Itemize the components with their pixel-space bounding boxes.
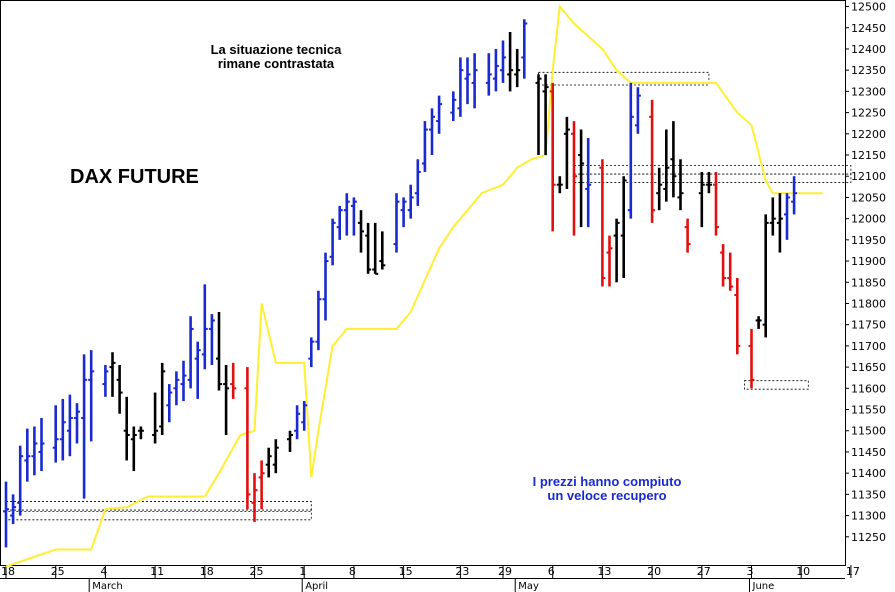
y-tick-label: 12100 [851,170,886,183]
overlay-line [5,4,823,568]
x-tick-label: 17 [846,565,860,578]
y-tick-label: 12250 [851,107,886,120]
month-label: March [92,581,122,592]
y-tick-label: 11750 [851,319,886,332]
x-tick-label: 3 [747,565,754,578]
y-tick-label: 12150 [851,149,886,162]
month-label: May [518,581,539,592]
x-tick-label: 29 [498,565,512,578]
y-tick-label: 11450 [851,446,886,459]
y-tick-label: 11700 [851,340,886,353]
x-tick-label: 18 [1,565,15,578]
x-tick-label: 8 [349,565,356,578]
x-tick-label: 20 [647,565,661,578]
x-tick-label: 6 [548,565,555,578]
y-tick-label: 12050 [851,191,886,204]
dashed-zone [744,380,809,390]
x-tick-label: 13 [597,565,611,578]
x-tick-label: 18 [200,565,214,578]
y-tick-label: 11950 [851,234,886,247]
x-tick-label: 25 [51,565,65,578]
x-tick-label: 27 [697,565,711,578]
y-tick-label: 12300 [851,85,886,98]
y-tick-label: 11550 [851,404,886,417]
dashed-zone [538,71,710,86]
x-tick-label: 23 [455,565,469,578]
y-tick-label: 11250 [851,531,886,544]
x-tick-label: 1 [299,565,306,578]
y-tick-label: 11500 [851,425,886,438]
x-tick-label: 4 [100,565,107,578]
annotation-technical: La situazione tecnica rimane contrastata [210,42,342,72]
annotation-recovery: I prezzi hanno compiuto un veloce recuper… [532,474,682,504]
y-tick-label: 12400 [851,43,886,56]
y-tick-label: 12350 [851,64,886,77]
month-label: April [305,581,328,592]
dashed-zone [573,165,852,175]
y-tick-label: 11900 [851,255,886,268]
chart-title: DAX FUTURE [70,166,199,188]
y-tick-label: 12200 [851,128,886,141]
x-tick-label: 11 [150,565,164,578]
y-tick-label: 11600 [851,382,886,395]
dashed-zone [573,173,852,183]
y-tick-label: 12500 [851,1,886,14]
y-tick-label: 11350 [851,488,886,501]
x-tick-label: 10 [796,565,810,578]
x-tick-label: 25 [250,565,264,578]
y-tick-label: 11800 [851,297,886,310]
plot-frame [0,0,846,566]
y-tick-label: 12000 [851,213,886,226]
y-tick-label: 11300 [851,510,886,523]
y-tick-label: 11650 [851,361,886,374]
y-tick-label: 11850 [851,276,886,289]
month-label: June [752,581,775,592]
x-tick-label: 15 [399,565,413,578]
y-tick-label: 12450 [851,22,886,35]
y-tick-label: 11400 [851,467,886,480]
